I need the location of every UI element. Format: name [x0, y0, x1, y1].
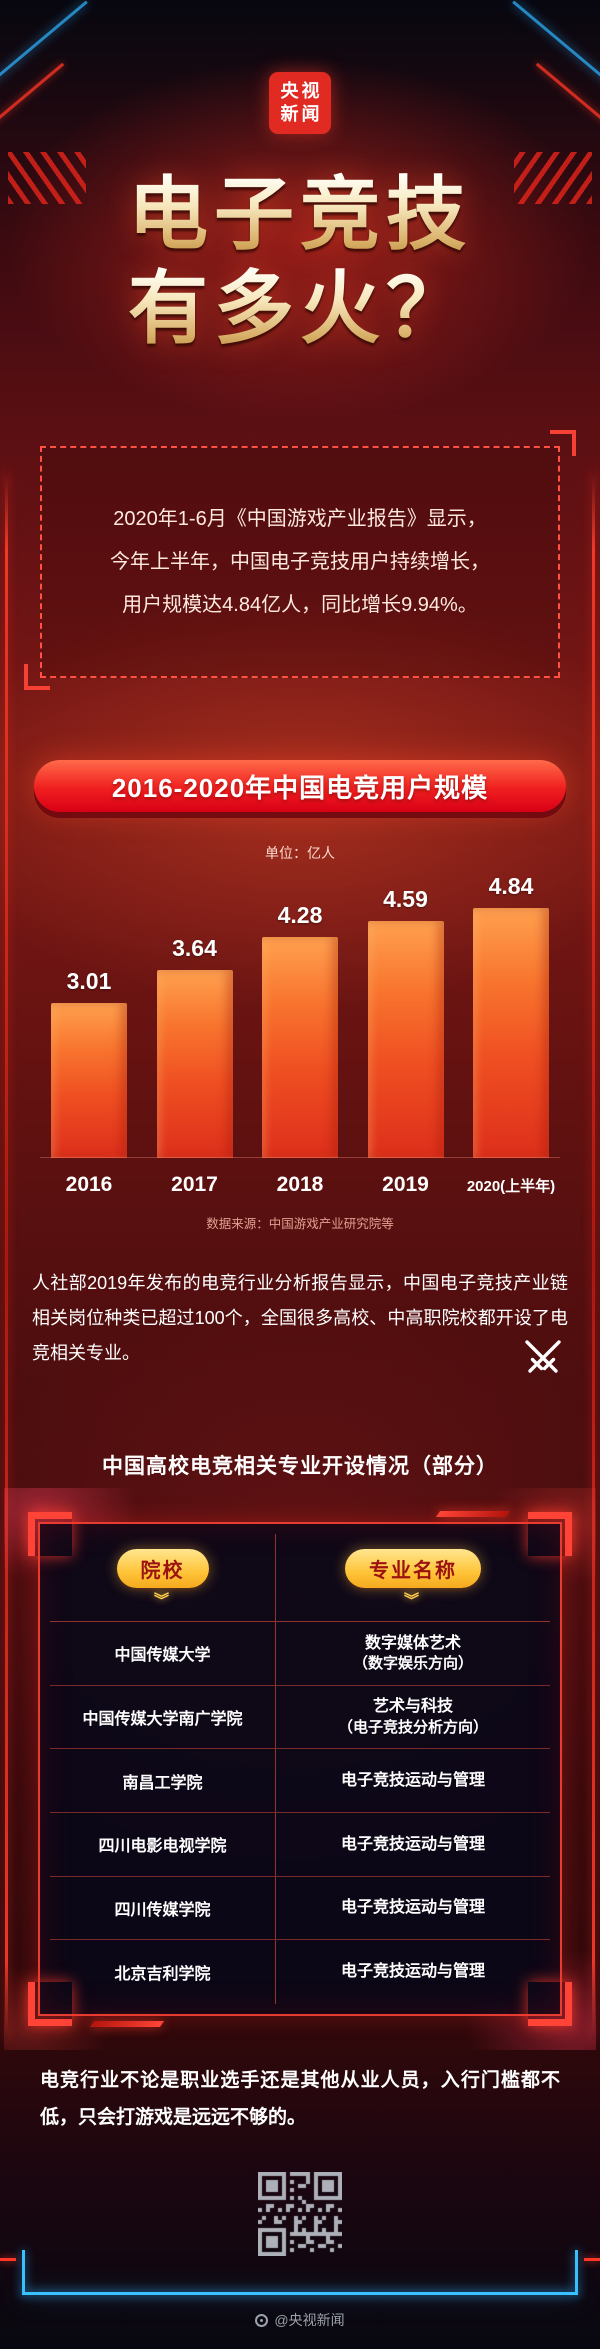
neon-red-edge-line [5, 470, 8, 2040]
bar-value: 4.84 [488, 873, 534, 899]
intro-line-3: 用户规模达4.84亿人，同比增长9.94%。 [122, 593, 478, 616]
chart-baseline [40, 1157, 560, 1158]
frame-accent [435, 1511, 511, 1517]
title-line-1: 电子竞技 [0, 168, 600, 262]
major-line-2: （电子竞技分析方向） [337, 1719, 488, 1737]
main-title: 电子竞技 有多火？ [0, 168, 600, 356]
bar-value: 4.28 [277, 902, 323, 928]
table-header-school: 院校 《 [50, 1534, 275, 1622]
bar [367, 921, 444, 1158]
bar [262, 937, 338, 1158]
table-cell-school: 四川电影电视学院 [50, 1813, 275, 1877]
bar [51, 1003, 127, 1158]
table-cell-major: 数字媒体艺术 （数字娱乐方向） [275, 1622, 550, 1686]
neon-red-edge-line [592, 470, 595, 2040]
bar-value: 3.01 [66, 968, 112, 994]
table-cell-major: 电子竞技运动与管理 [275, 1940, 550, 2004]
title-line-2: 有多火？ [0, 262, 600, 356]
majors-table-frame: 院校 《 专业名称 《 中国传媒大学 数字媒体艺术 （数字娱乐方向） 中国传媒大… [4, 1488, 596, 2050]
bar [156, 970, 233, 1158]
table-cell-major: 艺术与科技 （电子竞技分析方向） [275, 1685, 550, 1750]
intro-line-2: 今年上半年，中国电子竞技用户持续增长， [110, 550, 490, 573]
bar-value: 4.59 [383, 886, 428, 912]
logo-text-bottom: 新闻 [280, 104, 323, 124]
bar-group-2017: 3.64 2017 [146, 872, 244, 1202]
table-cell-major: 电子竞技运动与管理 [275, 1876, 550, 1941]
neon-blue-vertical-line [575, 2250, 578, 2294]
frame-corner [528, 1982, 572, 2026]
table-cell-school: 中国传媒大学 [50, 1622, 275, 1686]
corner-bracket-decoration [24, 664, 50, 690]
major-line-1: 数字媒体艺术 [364, 1634, 461, 1652]
bar [473, 908, 549, 1158]
frame-accent [89, 2021, 165, 2027]
red-stripe-decoration [8, 152, 86, 204]
bar-label: 2019 [382, 1173, 429, 1196]
major-line-1: 艺术与科技 [372, 1698, 453, 1716]
neon-blue-vertical-line [22, 2250, 25, 2294]
cctv-news-logo: 央视 新闻 [269, 72, 331, 134]
data-source-note: 数据来源：中国游戏产业研究院等 [206, 1217, 394, 1231]
double-chevron-down-icon: 《 [153, 1591, 171, 1607]
header-pill-school: 院校 [116, 1548, 209, 1588]
frame-corner [528, 1512, 572, 1556]
qr-code [258, 2172, 342, 2256]
bar-value: 3.64 [172, 935, 217, 961]
frame-corner [28, 1512, 72, 1556]
bar-label: 2016 [65, 1173, 113, 1196]
major-line-1: 电子竞技运动与管理 [340, 1835, 485, 1853]
bar-group-2018: 4.28 2018 [251, 872, 349, 1202]
watermark-icon [255, 2313, 269, 2327]
watermark: @央视新闻 [0, 2310, 600, 2330]
neon-red-segment [584, 2258, 600, 2261]
logo-text-top: 央视 [280, 80, 323, 101]
unit-label: 单位：亿人 [265, 845, 335, 861]
major-line-2: （数字娱乐方向） [352, 1655, 473, 1673]
intro-line-1: 2020年1-6月《中国游戏产业报告》显示， [113, 507, 487, 530]
frame-border [38, 1522, 562, 2016]
major-line-1: 电子竞技运动与管理 [340, 1963, 485, 1981]
bar-group-2016: 3.01 2016 [40, 872, 138, 1202]
closing-note: 电竞行业不论是职业选手还是其他从业人员，入行门槛都不低，只会打游戏是远远不够的。 [40, 2070, 560, 2129]
majors-table: 院校 《 专业名称 《 中国传媒大学 数字媒体艺术 （数字娱乐方向） 中国传媒大… [50, 1534, 550, 2004]
table-section-title: 中国高校电竞相关专业开设情况（部分） [102, 1455, 498, 1478]
bar-label: 2020(上半年) [466, 1177, 556, 1195]
table-cell-school: 南昌工学院 [50, 1749, 275, 1813]
table-cell-school: 中国传媒大学南广学院 [50, 1686, 275, 1750]
frame-corner [28, 1982, 72, 2026]
table-cell-major: 电子竞技运动与管理 [275, 1749, 550, 1813]
corner-bracket-decoration [550, 430, 576, 456]
crossed-swords-icon [525, 1340, 561, 1373]
table-cell-school: 北京吉利学院 [114, 1966, 211, 1984]
bar-group-2019: 4.59 2019 [357, 872, 455, 1202]
header-pill-major: 专业名称 [345, 1548, 481, 1588]
watermark-text: @央视新闻 [274, 2312, 345, 2328]
major-line-1: 电子竞技运动与管理 [340, 1771, 485, 1789]
double-chevron-down-icon: 《 [404, 1591, 422, 1607]
table-cell-school: 四川传媒学院 [50, 1877, 275, 1941]
bar-label: 2018 [276, 1173, 324, 1196]
neon-red-segment [0, 2258, 16, 2261]
chart-title-banner: 2016-2020年中国电竞用户规模 [34, 760, 566, 812]
intro-box: 2020年1-6月《中国游戏产业报告》显示， 今年上半年，中国电子竞技用户持续增… [40, 446, 560, 678]
major-line-1: 电子竞技运动与管理 [340, 1899, 485, 1917]
industry-note: 人社部2019年发布的电竞行业分析报告显示，中国电子竞技产业链相关岗位种类已超过… [32, 1273, 568, 1364]
table-header-major: 专业名称 《 [275, 1534, 550, 1622]
bar-chart: 3.01 2016 3.64 2017 4.28 2018 4.59 2019 … [40, 872, 560, 1202]
table-cell-major: 电子竞技运动与管理 [275, 1813, 550, 1877]
bar-group-2020: 4.84 2020(上半年) [462, 872, 560, 1202]
chart-title: 2016-2020年中国电竞用户规模 [111, 772, 489, 803]
bar-label: 2017 [171, 1173, 218, 1196]
neon-blue-bottom-line [22, 2292, 578, 2295]
